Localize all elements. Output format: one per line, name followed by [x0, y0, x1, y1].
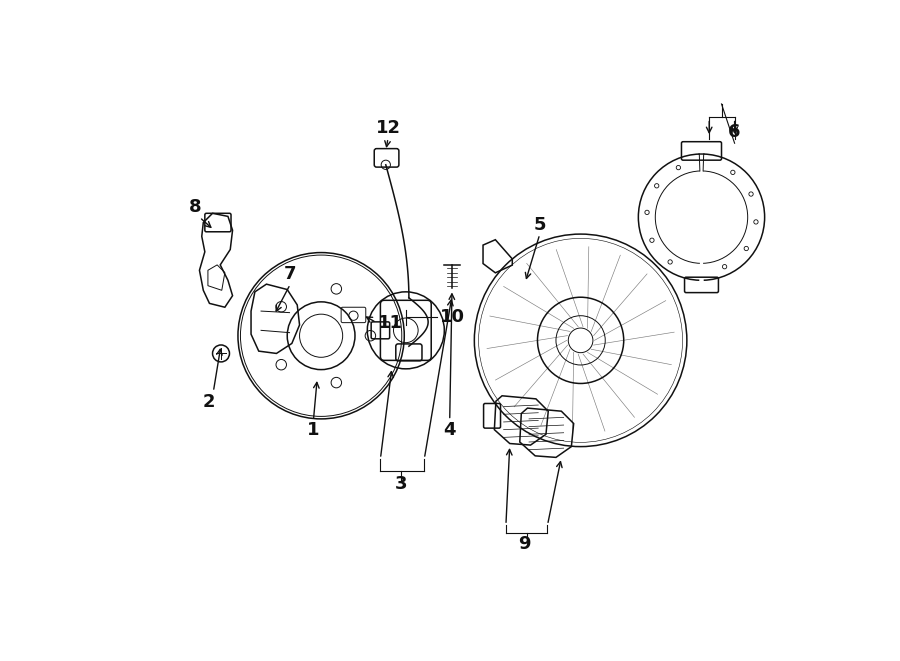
Text: 5: 5: [534, 216, 546, 234]
Text: 6: 6: [728, 124, 741, 141]
Text: 12: 12: [375, 119, 401, 137]
Text: 4: 4: [444, 422, 456, 440]
Text: 3: 3: [395, 475, 408, 493]
Text: 1: 1: [307, 422, 320, 440]
Text: 2: 2: [202, 393, 215, 411]
Text: 7: 7: [284, 265, 297, 283]
Text: 11: 11: [378, 313, 403, 332]
Text: 8: 8: [189, 198, 202, 216]
Text: 9: 9: [518, 535, 531, 553]
Text: 10: 10: [440, 308, 464, 327]
